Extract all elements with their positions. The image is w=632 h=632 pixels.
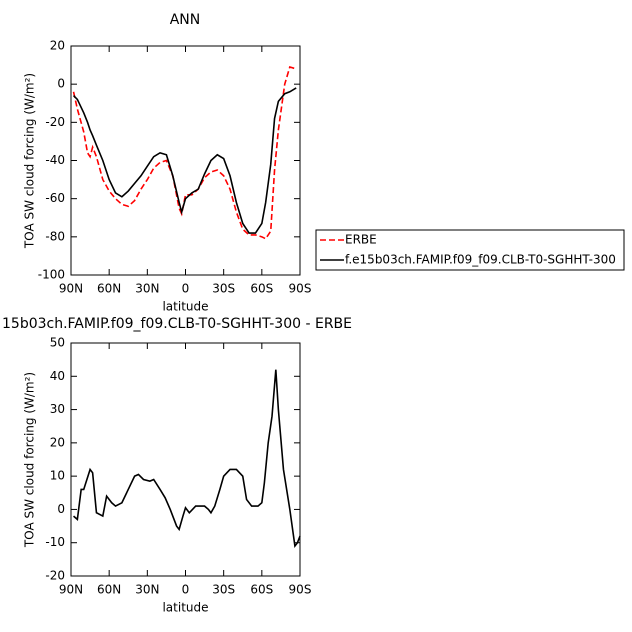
series-line <box>73 369 301 549</box>
x-axis-label: latitude <box>162 601 208 615</box>
x-tick-label: 90N <box>59 282 83 296</box>
x-tick-label: 0 <box>182 282 190 296</box>
series-line <box>72 65 297 240</box>
y-tick-label: 20 <box>50 435 65 449</box>
plot-frame <box>70 342 301 577</box>
series-line <box>72 87 297 234</box>
x-tick-label: 60N <box>97 282 121 296</box>
chart-title: 15b03ch.FAMIP.f09_f09.CLB-T0-SGHHT-300 -… <box>2 316 352 332</box>
x-tick-label: 90S <box>289 282 312 296</box>
x-tick-label: 60N <box>97 583 121 597</box>
y-tick-label: 30 <box>50 402 65 416</box>
y-tick-label: -80 <box>45 229 65 243</box>
x-tick-label: 30N <box>135 583 159 597</box>
y-axis-label: TOA SW cloud forcing (W/m²) <box>23 73 37 249</box>
y-tick-label: 20 <box>50 39 65 53</box>
legend-label: f.e15b03ch.FAMIP.f09_f09.CLB-T0-SGHHT-30… <box>345 253 616 267</box>
y-tick-label: -40 <box>45 153 65 167</box>
y-tick-label: 10 <box>50 469 65 483</box>
x-axis-label: latitude <box>162 300 208 314</box>
y-tick-label: 40 <box>50 369 65 383</box>
x-tick-label: 90S <box>289 583 312 597</box>
chart-title: ANN <box>170 12 201 28</box>
y-axis-label: TOA SW cloud forcing (W/m²) <box>23 372 37 548</box>
y-tick-label: -60 <box>45 191 65 205</box>
y-tick-label: -10 <box>45 535 65 549</box>
x-tick-label: 30N <box>135 282 159 296</box>
y-tick-label: -100 <box>38 268 65 282</box>
y-tick-label: 0 <box>57 77 65 91</box>
x-tick-label: 30S <box>212 583 235 597</box>
x-tick-label: 60S <box>250 583 273 597</box>
legend-box <box>315 229 625 271</box>
x-tick-label: 90N <box>59 583 83 597</box>
plot-frame <box>70 45 301 276</box>
y-tick-label: 50 <box>50 336 65 350</box>
legend-label: ERBE <box>345 233 377 247</box>
y-tick-label: 0 <box>57 502 65 516</box>
y-tick-label: -20 <box>45 569 65 583</box>
x-tick-label: 30S <box>212 282 235 296</box>
x-tick-label: 0 <box>182 583 190 597</box>
y-tick-label: -20 <box>45 115 65 129</box>
x-tick-label: 60S <box>250 282 273 296</box>
